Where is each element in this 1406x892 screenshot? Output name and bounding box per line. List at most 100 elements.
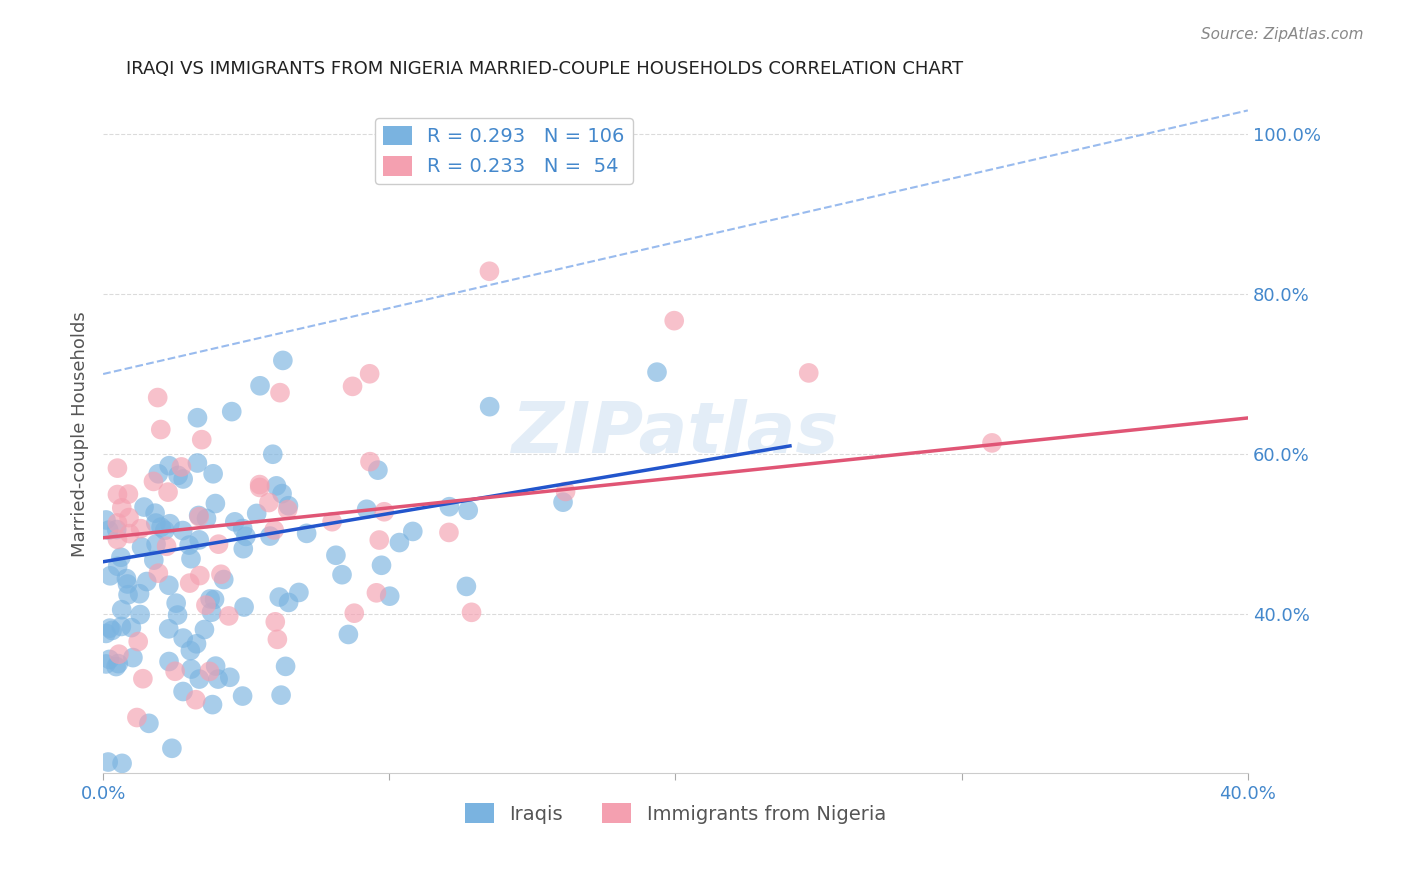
Immigrants from Nigeria (266, 632, 288, 647)
Immigrants from Nigeria (198, 665, 221, 679)
Immigrants from Nigeria (554, 484, 576, 499)
Iraqis (187, 508, 209, 523)
Iraqis (122, 650, 145, 665)
Iraqis (145, 516, 167, 530)
Iraqis (142, 553, 165, 567)
Iraqis (97, 755, 120, 769)
Immigrants from Nigeria (478, 264, 501, 278)
Immigrants from Nigeria (146, 391, 169, 405)
Immigrants from Nigeria (155, 539, 177, 553)
Iraqis (111, 603, 134, 617)
Iraqis (153, 523, 176, 537)
Iraqis (277, 499, 299, 513)
Immigrants from Nigeria (366, 586, 388, 600)
Iraqis (330, 567, 353, 582)
Iraqis (232, 522, 254, 536)
Iraqis (172, 684, 194, 698)
Iraqis (145, 537, 167, 551)
Iraqis (188, 672, 211, 686)
Iraqis (645, 365, 668, 379)
Iraqis (370, 558, 392, 573)
Immigrants from Nigeria (129, 522, 152, 536)
Iraqis (167, 468, 190, 483)
Iraqis (186, 410, 208, 425)
Immigrants from Nigeria (797, 366, 820, 380)
Iraqis (204, 659, 226, 673)
Immigrants from Nigeria (257, 495, 280, 509)
Iraqis (367, 463, 389, 477)
Iraqis (179, 538, 201, 552)
Iraqis (266, 479, 288, 493)
Immigrants from Nigeria (664, 313, 686, 327)
Iraqis (172, 472, 194, 486)
Iraqis (457, 503, 479, 517)
Iraqis (218, 670, 240, 684)
Immigrants from Nigeria (188, 509, 211, 524)
Iraqis (551, 495, 574, 509)
Immigrants from Nigeria (118, 526, 141, 541)
Iraqis (128, 587, 150, 601)
Iraqis (232, 689, 254, 703)
Iraqis (204, 497, 226, 511)
Immigrants from Nigeria (107, 461, 129, 475)
Immigrants from Nigeria (359, 455, 381, 469)
Iraqis (478, 400, 501, 414)
Iraqis (271, 353, 294, 368)
Immigrants from Nigeria (107, 533, 129, 547)
Iraqis (295, 526, 318, 541)
Iraqis (135, 574, 157, 589)
Iraqis (131, 540, 153, 554)
Immigrants from Nigeria (179, 576, 201, 591)
Iraqis (157, 578, 180, 592)
Immigrants from Nigeria (157, 485, 180, 500)
Iraqis (180, 662, 202, 676)
Iraqis (233, 599, 256, 614)
Immigrants from Nigeria (218, 608, 240, 623)
Iraqis (157, 622, 180, 636)
Iraqis (94, 513, 117, 527)
Iraqis (148, 467, 170, 481)
Iraqis (97, 523, 120, 537)
Iraqis (259, 529, 281, 543)
Iraqis (249, 378, 271, 392)
Immigrants from Nigeria (170, 459, 193, 474)
Immigrants from Nigeria (460, 605, 482, 619)
Iraqis (188, 533, 211, 547)
Immigrants from Nigeria (108, 647, 131, 661)
Text: Source: ZipAtlas.com: Source: ZipAtlas.com (1201, 27, 1364, 42)
Immigrants from Nigeria (117, 487, 139, 501)
Iraqis (117, 577, 139, 591)
Iraqis (221, 404, 243, 418)
Immigrants from Nigeria (263, 523, 285, 537)
Iraqis (262, 447, 284, 461)
Iraqis (98, 569, 121, 583)
Iraqis (107, 559, 129, 574)
Iraqis (456, 579, 478, 593)
Iraqis (94, 626, 117, 640)
Iraqis (110, 550, 132, 565)
Immigrants from Nigeria (981, 436, 1004, 450)
Iraqis (337, 627, 360, 641)
Immigrants from Nigeria (127, 634, 149, 648)
Iraqis (186, 637, 208, 651)
Text: IRAQI VS IMMIGRANTS FROM NIGERIA MARRIED-COUPLE HOUSEHOLDS CORRELATION CHART: IRAQI VS IMMIGRANTS FROM NIGERIA MARRIED… (127, 60, 963, 78)
Iraqis (150, 520, 173, 534)
Iraqis (356, 502, 378, 516)
Immigrants from Nigeria (249, 477, 271, 491)
Iraqis (110, 619, 132, 633)
Iraqis (271, 486, 294, 500)
Iraqis (388, 535, 411, 549)
Immigrants from Nigeria (373, 505, 395, 519)
Text: ZIPatlas: ZIPatlas (512, 400, 839, 468)
Immigrants from Nigeria (107, 487, 129, 501)
Iraqis (274, 659, 297, 673)
Immigrants from Nigeria (359, 367, 381, 381)
Iraqis (224, 515, 246, 529)
Immigrants from Nigeria (343, 606, 366, 620)
Iraqis (160, 741, 183, 756)
Iraqis (105, 659, 128, 673)
Iraqis (101, 624, 124, 638)
Iraqis (235, 529, 257, 543)
Immigrants from Nigeria (342, 379, 364, 393)
Iraqis (107, 657, 129, 671)
